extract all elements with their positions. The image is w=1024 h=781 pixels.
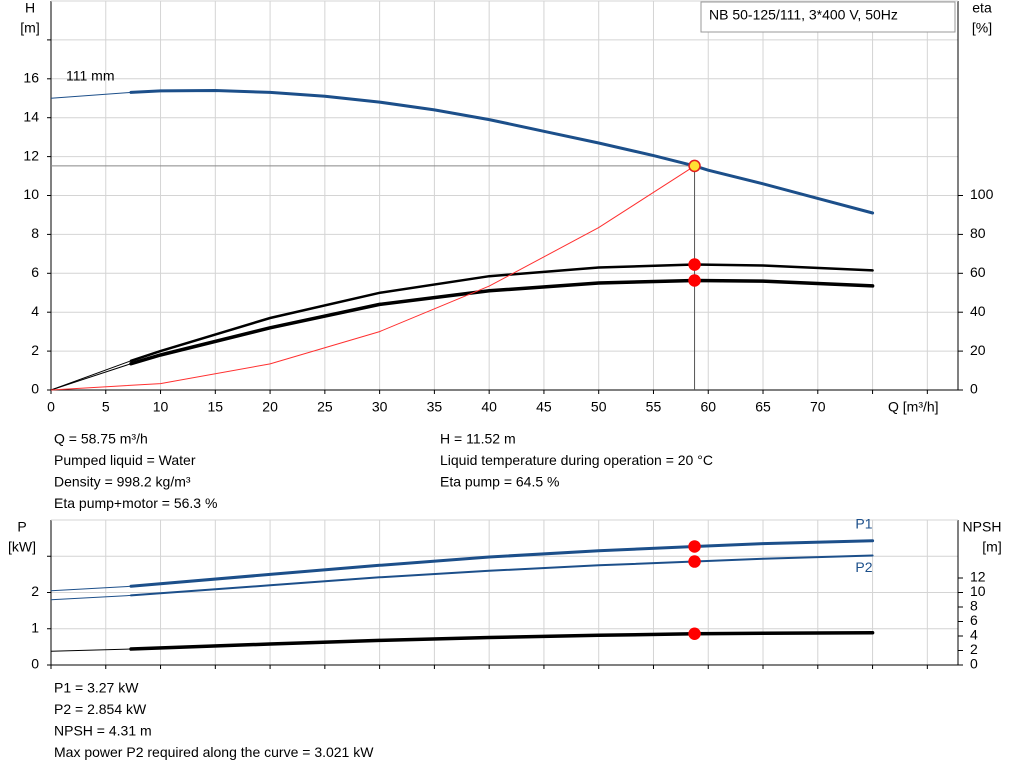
title: NB 50-125/111, 3*400 V, 50Hz: [709, 7, 898, 23]
operating-point: [688, 627, 701, 641]
info-text: Eta pump = 64.5 %: [440, 474, 559, 490]
x-tick-label: 35: [427, 399, 443, 415]
operating-point: [688, 159, 701, 173]
info-text: Density = 998.2 kg/m³: [54, 474, 191, 490]
title-box: [700, 1, 956, 33]
y-tick-label: 1: [31, 619, 39, 635]
info-text: Max power P2 required along the curve = …: [54, 744, 374, 760]
y-tick-label: 14: [23, 108, 39, 124]
operating-point: [688, 274, 701, 287]
operating-point: [688, 540, 701, 553]
y2-tick-label: 4: [970, 627, 978, 643]
series-line: [130, 554, 874, 597]
y2-tick-label: 8: [970, 598, 978, 614]
y2-tick-label: 2: [970, 641, 978, 657]
x-tick-label: 0: [47, 399, 55, 415]
info-text: Liquid temperature during operation = 20…: [440, 452, 713, 468]
x-tick-label: 10: [153, 399, 169, 415]
series-line-start: [50, 585, 132, 592]
series-line: [129, 88, 875, 215]
operating-point: [688, 555, 701, 568]
x-tick-label: 55: [646, 399, 662, 415]
y-tick-label: 10: [23, 186, 39, 202]
x-tick-label: 20: [262, 399, 278, 415]
y-tick-label: 2: [31, 342, 39, 358]
y-axis-label: H: [25, 0, 35, 16]
y2-tick-label: 100: [970, 186, 994, 202]
series-line: [50, 165, 695, 391]
info-text: P1 = 3.27 kW: [54, 680, 139, 696]
y-tick-label: 0: [31, 656, 39, 672]
y2-tick-label: 10: [970, 583, 986, 599]
y2-axis-label: eta: [972, 0, 992, 16]
x-tick-label: 25: [317, 399, 333, 415]
x-tick-label: 45: [536, 399, 552, 415]
y2-tick-label: 0: [970, 381, 978, 397]
y-tick-label: 16: [23, 70, 39, 86]
info-text: H = 11.52 m: [440, 431, 516, 447]
y-axis-label: [kW]: [8, 539, 36, 555]
series-line-start: [50, 91, 132, 99]
y-tick-label: 4: [31, 303, 39, 319]
info-text: Pumped liquid = Water: [54, 452, 196, 468]
info-text: Q = 58.75 m³/h: [54, 431, 148, 447]
y-tick-label: 0: [31, 381, 39, 397]
x-tick-label: 5: [102, 399, 110, 415]
y-axis-label: [m]: [20, 20, 39, 36]
info-text: NPSH = 4.31 m: [54, 723, 152, 739]
y-tick-label: 8: [31, 225, 39, 241]
y2-tick-label: 80: [970, 225, 986, 241]
x-tick-label: 60: [700, 399, 716, 415]
y2-axis-label: NPSH: [963, 519, 1002, 535]
y2-tick-label: 0: [970, 656, 978, 672]
x-tick-label: 70: [810, 399, 826, 415]
x-tick-label: 40: [481, 399, 497, 415]
series-line: [129, 278, 875, 366]
y-tick-label: 2: [31, 583, 39, 599]
x-tick-label: 30: [372, 399, 388, 415]
y2-axis-label: [%]: [972, 20, 992, 36]
series-label: P1: [855, 515, 872, 531]
info-text: Eta pump+motor = 56.3 %: [54, 495, 217, 511]
series-line: [129, 630, 875, 651]
y-axis-label: P: [17, 519, 26, 535]
y2-tick-label: 12: [970, 569, 986, 585]
y2-tick-label: 20: [970, 342, 986, 358]
y-tick-label: 12: [23, 147, 39, 163]
operating-point: [688, 258, 701, 271]
x-tick-label: 65: [755, 399, 771, 415]
series-label: P2: [855, 559, 872, 575]
y2-tick-label: 6: [970, 612, 978, 628]
series-line: [129, 539, 875, 588]
x-tick-label: 15: [208, 399, 224, 415]
series-line-start: [50, 648, 132, 652]
x-axis-label: Q [m³/h]: [888, 399, 939, 415]
info-text: P2 = 2.854 kW: [54, 701, 147, 717]
y2-tick-label: 40: [970, 303, 986, 319]
y2-axis-label: [m]: [982, 539, 1001, 555]
series-label: 111 mm: [66, 68, 115, 84]
series-line-start: [50, 363, 132, 391]
series-line: [129, 263, 874, 363]
x-tick-label: 50: [591, 399, 607, 415]
y-tick-label: 6: [31, 264, 39, 280]
y2-tick-label: 60: [970, 264, 986, 280]
series-line-start: [50, 594, 132, 601]
